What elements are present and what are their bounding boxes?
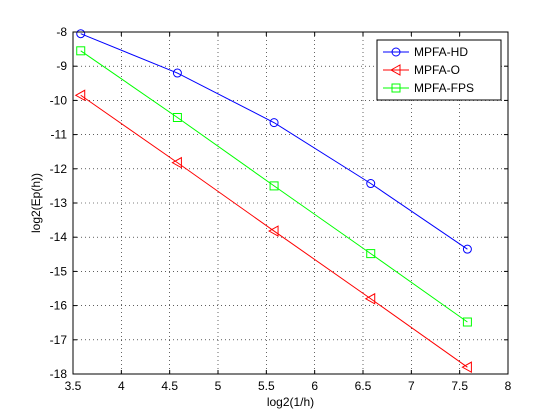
y-tick-label: -17 xyxy=(50,333,68,347)
y-tick-label: -11 xyxy=(51,128,68,142)
data-point-mpfa-fps xyxy=(76,46,86,56)
x-tick-label: 4 xyxy=(118,379,125,393)
y-tick-label: -8 xyxy=(56,25,67,39)
data-point-mpfa-hd xyxy=(76,29,86,39)
legend-marker-mpfa-o xyxy=(389,64,401,76)
legend-label-mpfa-o: MPFA-O xyxy=(414,63,460,77)
y-tick-label: -18 xyxy=(50,367,68,381)
x-tick-label: 4.5 xyxy=(161,379,178,393)
legend-marker-mpfa-hd xyxy=(391,47,401,57)
ticks: 3.5 4 4.5 5 5.5 6 6.5 7 7.5 8 -18 -17 -16 -15 -14 -13 -1… xyxy=(50,25,512,393)
x-tick-label: 8 xyxy=(505,379,512,393)
y-tick-label: -9 xyxy=(56,59,67,73)
grid xyxy=(73,32,508,374)
data-point-mpfa-o xyxy=(364,292,376,305)
x-tick-label: 7.5 xyxy=(451,379,468,393)
x-axis-label: log2(1/h) xyxy=(267,395,314,409)
series-line-mpfa-hd xyxy=(80,33,468,250)
data-point-mpfa-hd xyxy=(462,244,472,254)
y-tick-label: -12 xyxy=(50,162,68,176)
y-tick-label: -10 xyxy=(50,93,68,107)
x-tick-label: 5.5 xyxy=(258,379,275,393)
y-tick-label: -15 xyxy=(50,264,68,278)
y-axis-label: log2(Ep(h)) xyxy=(29,173,43,233)
x-tick-label: 6 xyxy=(311,379,318,393)
x-tick-label: 3.5 xyxy=(65,379,82,393)
data-point-mpfa-hd xyxy=(366,179,376,189)
data-point-mpfa-fps xyxy=(269,181,279,191)
data-point-mpfa-o xyxy=(171,156,182,169)
y-tick-label: -13 xyxy=(50,196,68,210)
y-tick-label: -14 xyxy=(50,230,68,244)
data-point-mpfa-hd xyxy=(172,68,182,78)
series-line-mpfa-fps xyxy=(80,50,468,323)
legend: MPFA-HD MPFA-O MPFA-FPS xyxy=(376,39,502,101)
data-point-mpfa-o xyxy=(461,361,472,374)
data-point-mpfa-o xyxy=(74,89,86,102)
series-layer xyxy=(74,29,472,374)
x-tick-label: 5 xyxy=(215,379,222,393)
data-point-mpfa-fps xyxy=(462,317,472,327)
x-tick-label: 7 xyxy=(408,379,415,393)
data-point-mpfa-o xyxy=(268,225,279,237)
data-point-mpfa-fps xyxy=(366,249,376,259)
x-tick-label: 6.5 xyxy=(355,379,372,393)
legend-label-mpfa-hd: MPFA-HD xyxy=(414,45,468,59)
data-point-mpfa-hd xyxy=(269,118,279,128)
y-tick-label: -16 xyxy=(50,299,68,313)
legend-marker-mpfa-fps xyxy=(391,83,401,93)
series-line-mpfa-o xyxy=(80,94,468,368)
legend-label-mpfa-fps: MPFA-FPS xyxy=(414,81,474,95)
data-point-mpfa-fps xyxy=(172,113,182,122)
